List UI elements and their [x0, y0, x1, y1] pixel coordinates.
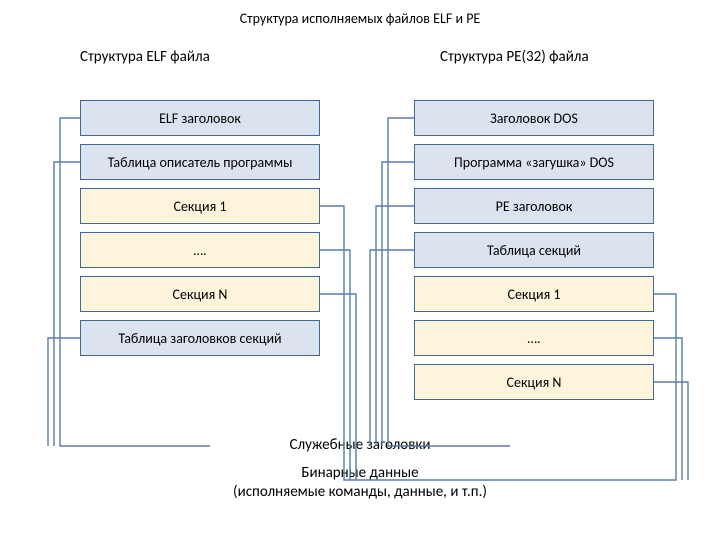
- caption-binary-data: Бинарные данные(исполняемые команды, дан…: [210, 464, 510, 502]
- pe-cell-2: PE заголовок: [414, 188, 654, 224]
- elf-column: ELF заголовок Таблица описатель программы…: [80, 92, 320, 356]
- pe-cell-6: Секция N: [414, 364, 654, 400]
- pe-cell-5: ….: [414, 320, 654, 356]
- pe-cell-4: Секция 1: [414, 276, 654, 312]
- pe-cell-3: Таблица секций: [414, 232, 654, 268]
- caption-service-headers: Служебные заголовки: [210, 436, 510, 454]
- pe-column: Заголовок DOS Программа «загушка» DOS PE з…: [414, 92, 654, 400]
- elf-cell-3: ….: [80, 232, 320, 268]
- right-heading: Структура PE(32) файла: [440, 48, 589, 66]
- left-heading: Структура ELF файла: [80, 48, 210, 66]
- elf-cell-5: Таблица заголовков секций: [80, 320, 320, 356]
- page-title: Структура исполняемых файлов ELF и PE: [0, 0, 720, 27]
- pe-cell-0: Заголовок DOS: [414, 100, 654, 136]
- pe-cell-1: Программа «загушка» DOS: [414, 144, 654, 180]
- elf-cell-1: Таблица описатель программы: [80, 144, 320, 180]
- elf-cell-4: Секция N: [80, 276, 320, 312]
- elf-cell-0: ELF заголовок: [80, 100, 320, 136]
- elf-cell-2: Секция 1: [80, 188, 320, 224]
